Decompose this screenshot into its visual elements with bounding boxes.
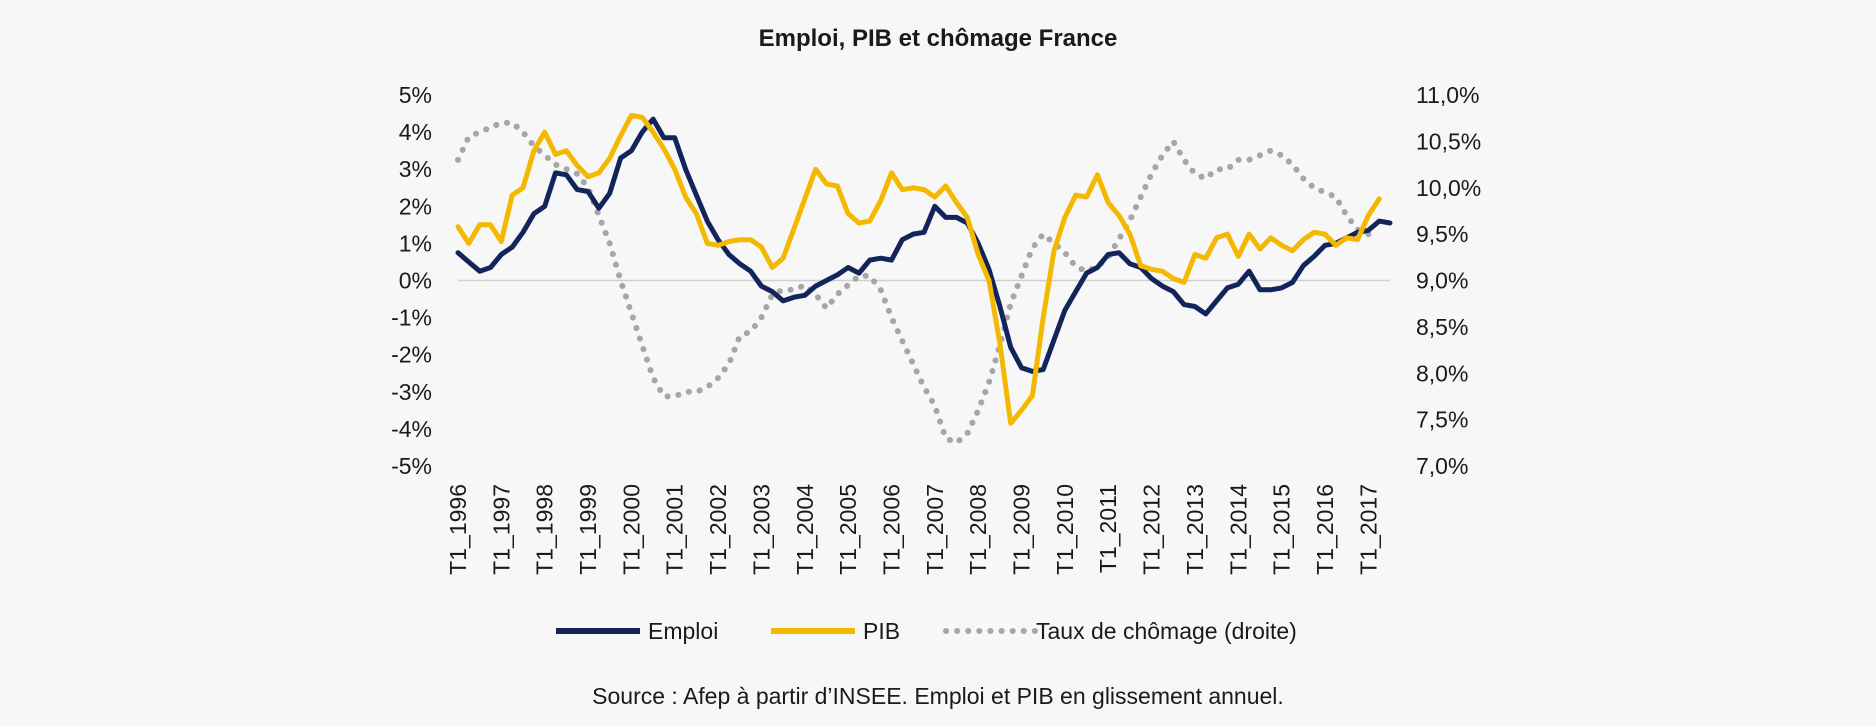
x-tick-label: T1_2003 — [748, 484, 774, 575]
x-tick-label: T1_2016 — [1312, 484, 1338, 575]
x-tick-label: T1_2015 — [1269, 484, 1295, 575]
legend-label-2: Taux de chômage (droite) — [1036, 618, 1297, 644]
right-tick-label: 9,5% — [1416, 221, 1468, 247]
x-tick-label: T1_2006 — [878, 484, 904, 575]
chart-source: Source : Afep à partir d’INSEE. Emploi e… — [592, 683, 1284, 709]
left-tick-label: 0% — [399, 268, 432, 294]
x-tick-label: T1_2002 — [705, 484, 731, 575]
series-line-1 — [455, 112, 1382, 426]
x-tick-label: T1_2011 — [1095, 484, 1121, 573]
x-tick-label: T1_2013 — [1182, 484, 1208, 575]
legend-label-0: Emploi — [648, 618, 718, 644]
left-tick-label: -3% — [391, 379, 432, 405]
x-tick-label: T1_2004 — [792, 484, 818, 575]
right-tick-label: 9,0% — [1416, 268, 1468, 294]
right-tick-label: 11,0% — [1416, 82, 1480, 108]
chart-title: Emploi, PIB et chômage France — [759, 25, 1118, 52]
x-tick-label: T1_2000 — [618, 484, 644, 575]
right-tick-label: 7,5% — [1416, 407, 1468, 433]
x-tick-label: T1_1998 — [532, 484, 558, 575]
x-tick-label: T1_2012 — [1139, 484, 1165, 575]
x-tick-label: T1_2014 — [1225, 484, 1251, 575]
left-tick-label: 3% — [399, 156, 432, 182]
right-tick-label: 10,0% — [1416, 175, 1481, 201]
left-tick-label: -1% — [391, 305, 432, 331]
right-tick-label: 7,0% — [1416, 453, 1468, 479]
x-tick-label: T1_2007 — [922, 484, 948, 575]
series-layer — [455, 112, 1393, 446]
series-line-2 — [455, 119, 1372, 446]
left-axis: 5% 4% 3% 2% 1% 0% -1% -2% -3% -4% -5% — [391, 82, 432, 479]
right-axis: 11,0% 10,5% 10,0% 9,5% 9,0% 8,5% 8,0% 7,5% 7,0% — [1416, 82, 1481, 479]
x-tick-label: T1_2001 — [662, 484, 688, 575]
right-tick-label: 8,5% — [1416, 314, 1468, 340]
x-tick-label: T1_2008 — [965, 484, 991, 575]
right-tick-label: 10,5% — [1416, 128, 1481, 154]
left-tick-label: 5% — [399, 82, 432, 108]
x-tick-label: T1_2005 — [835, 484, 861, 575]
x-tick-label: T1_2017 — [1355, 484, 1381, 575]
left-tick-label: 2% — [399, 193, 432, 219]
left-tick-label: -2% — [391, 342, 432, 368]
left-tick-label: 1% — [399, 230, 432, 256]
right-tick-label: 8,0% — [1416, 360, 1468, 386]
x-tick-label: T1_1996 — [445, 484, 471, 575]
x-tick-label: T1_2009 — [1009, 484, 1035, 575]
x-tick-label: T1_1999 — [575, 484, 601, 575]
x-axis: T1_1996 T1_1997 T1_1998 T1_1999 T1_2000 T1_20… — [445, 484, 1381, 575]
x-tick-label: T1_1997 — [488, 484, 514, 575]
left-tick-label: -5% — [391, 453, 432, 479]
legend: Emploi PIB Taux de chômage (droite) — [556, 618, 1297, 644]
series-line-0 — [455, 116, 1393, 374]
x-tick-label: T1_2010 — [1052, 484, 1078, 575]
legend-label-1: PIB — [863, 618, 900, 644]
left-tick-label: -4% — [391, 416, 432, 442]
left-tick-label: 4% — [399, 119, 432, 145]
